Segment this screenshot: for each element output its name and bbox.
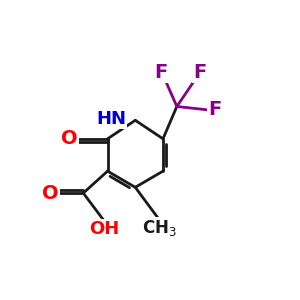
Text: HN: HN — [96, 110, 126, 128]
Text: F: F — [193, 64, 207, 83]
Text: O: O — [42, 184, 58, 202]
Text: OH: OH — [89, 220, 119, 238]
Text: CH$_3$: CH$_3$ — [142, 218, 177, 238]
Text: F: F — [208, 100, 222, 119]
Text: F: F — [154, 64, 167, 83]
Text: O: O — [61, 129, 78, 148]
